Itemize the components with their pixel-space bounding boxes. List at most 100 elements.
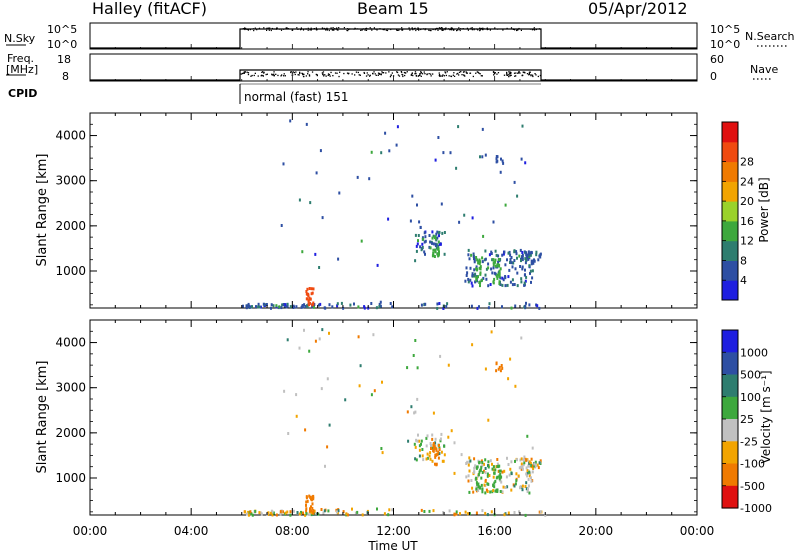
echo-cell (473, 457, 476, 461)
echo-cell (271, 513, 274, 517)
echo-cell (336, 304, 339, 308)
nave-point (359, 74, 361, 76)
nave-point (521, 74, 523, 77)
nave-point (372, 72, 374, 75)
echo-cell (438, 448, 441, 451)
echo-cell (510, 261, 513, 265)
echo-cell (453, 513, 456, 517)
nave-point (514, 75, 516, 77)
echo-cell (528, 460, 531, 464)
echo-cell (510, 488, 513, 492)
echo-cell (527, 484, 530, 488)
echo-cell (431, 236, 434, 240)
echo-cell (302, 511, 304, 515)
echo-cell (459, 512, 461, 516)
xtick-label: 00:00 (680, 524, 715, 538)
nsearch-point (367, 28, 369, 30)
nave-point (327, 74, 329, 76)
nsearch-point (399, 28, 401, 30)
echo-cell (523, 458, 526, 462)
echo-cell (431, 230, 434, 234)
nsearch-point (450, 27, 452, 29)
nsearch-point (434, 29, 436, 31)
echo-cell (509, 258, 512, 262)
nave-point (241, 72, 244, 75)
echo-cell (490, 267, 493, 271)
echo-cell (498, 474, 501, 478)
mode-label: normal (fast) 151 (244, 90, 349, 104)
echo-cell (480, 466, 483, 470)
echo-cell (484, 249, 487, 253)
colorbar-segment (722, 419, 738, 442)
echo-cell (313, 305, 315, 309)
nave-point (346, 72, 349, 74)
nave-point (412, 74, 414, 77)
echo-cell (484, 458, 487, 462)
echo-cell (492, 220, 495, 224)
colorbar-tick-label: 12 (740, 235, 754, 248)
nsearch-point (330, 27, 332, 29)
nave-point (329, 75, 331, 77)
nave-point (363, 72, 366, 74)
echo-cell (484, 467, 487, 470)
nave-point (420, 75, 422, 77)
echo-cell (306, 305, 309, 308)
nave-point (321, 72, 323, 74)
echo-cell (498, 264, 500, 268)
echo-cell (378, 302, 381, 306)
echo-cell (259, 305, 262, 309)
echo-cell (475, 487, 478, 491)
nsearch-point (338, 27, 340, 29)
echo-cell (417, 234, 420, 237)
echo-cell (538, 306, 541, 310)
echo-cell (346, 513, 349, 517)
nsearch-point (416, 28, 418, 30)
echo-cell (340, 301, 343, 305)
echo-cell (503, 250, 506, 254)
echo-cell (289, 119, 292, 123)
echo-cell (378, 305, 381, 308)
echo-cell (481, 509, 484, 513)
echo-cell (433, 445, 436, 449)
nave-point (443, 75, 445, 77)
echo-cell (370, 302, 373, 305)
echo-cell (317, 303, 320, 307)
echo-cell (487, 306, 490, 310)
nave-point (266, 73, 268, 75)
echo-cell (478, 486, 481, 490)
nsearch-point (512, 28, 514, 30)
colorbar-tick-label: -100 (740, 458, 765, 471)
echo-cell (453, 441, 456, 445)
echo-cell (285, 305, 288, 309)
echo-cell (486, 513, 489, 517)
echo-cell (490, 510, 493, 514)
echo-cell (497, 260, 500, 264)
echo-cell (523, 455, 526, 459)
echo-cell (267, 513, 270, 516)
echo-cell (366, 511, 369, 514)
nsearch-point (246, 28, 248, 30)
echo-cell (443, 444, 446, 448)
echo-cell (434, 249, 437, 253)
nsearch-point (321, 27, 323, 29)
nsearch-point (268, 29, 270, 31)
echo-cell (471, 343, 474, 347)
echo-cell (503, 469, 506, 473)
colorbar-tick-label: -25 (740, 435, 758, 448)
echo-cell (509, 253, 512, 257)
echo-cell (475, 481, 478, 485)
colorbar-segment (722, 463, 738, 487)
echo-cell (524, 513, 527, 517)
echo-cell (491, 271, 494, 275)
echo-cell (324, 464, 326, 468)
nave-point (305, 75, 307, 77)
echo-cell (328, 303, 331, 307)
velocity-ylabel: Slant Range [km] (35, 361, 50, 474)
nave-point (316, 74, 318, 77)
nsearch-point (437, 29, 439, 31)
echo-cell (468, 460, 471, 464)
echo-cell (498, 464, 501, 468)
echo-cell (487, 460, 490, 464)
echo-cell (249, 510, 252, 514)
echo-cell (501, 305, 503, 309)
